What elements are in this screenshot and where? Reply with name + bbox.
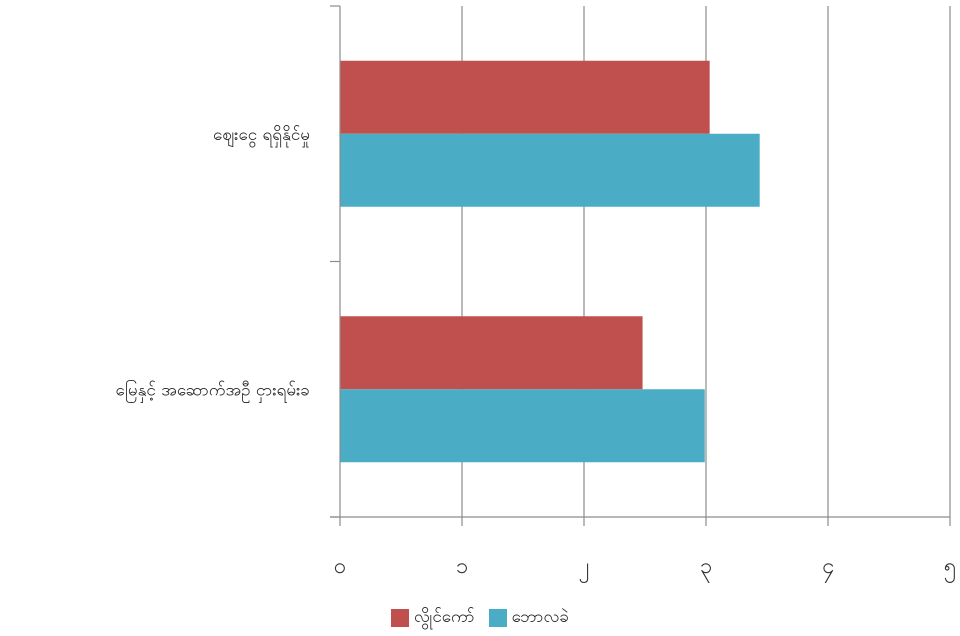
- x-tick-label-2: ၂: [579, 554, 590, 583]
- legend-swatch-series-2: [488, 609, 507, 627]
- axes: [330, 5, 951, 526]
- legend: လွိုင်ကော် ဘောလခဲ: [0, 600, 960, 636]
- category-label-2: မြေနှင့် အဆောက်အဦ ငှားရမ်းခ: [115, 378, 310, 403]
- legend-item-series-1: လွိုင်ကော်: [390, 606, 475, 631]
- bar-chart: ဈေးငွေ ရရှိနိုင်မှုမြေနှင့် အဆောက်အဦ ငှာ…: [115, 5, 956, 583]
- category-labels: ဈေးငွေ ရရှိနိုင်မှုမြေနှင့် အဆောက်အဦ ငှာ…: [115, 125, 310, 404]
- x-tick-label-1: ၁: [456, 554, 468, 579]
- legend-label-series-1: လွိုင်ကော်: [413, 606, 475, 627]
- bars: [340, 60, 760, 463]
- legend-swatch-series-1: [390, 609, 409, 627]
- x-tick-labels: ၀ ၁ ၂ ၃ ၄ ၅: [334, 554, 956, 583]
- bar-2-series-2: [340, 389, 705, 463]
- x-tick-label-3: ၃: [700, 554, 712, 583]
- legend-label-series-2: ဘောလခဲ: [511, 606, 570, 627]
- category-label-1: ဈေးငွေ ရရှိနိုင်မှု: [213, 125, 310, 148]
- x-tick-label-4: ၄: [822, 554, 834, 583]
- bar-1-series-1: [340, 60, 710, 134]
- bar-2-series-1: [340, 316, 643, 390]
- legend-item-series-2: ဘောလခဲ: [488, 606, 570, 631]
- x-tick-label-5: ၅: [944, 554, 956, 583]
- x-tick-label-0: ၀: [334, 554, 346, 579]
- bar-1-series-2: [340, 133, 760, 207]
